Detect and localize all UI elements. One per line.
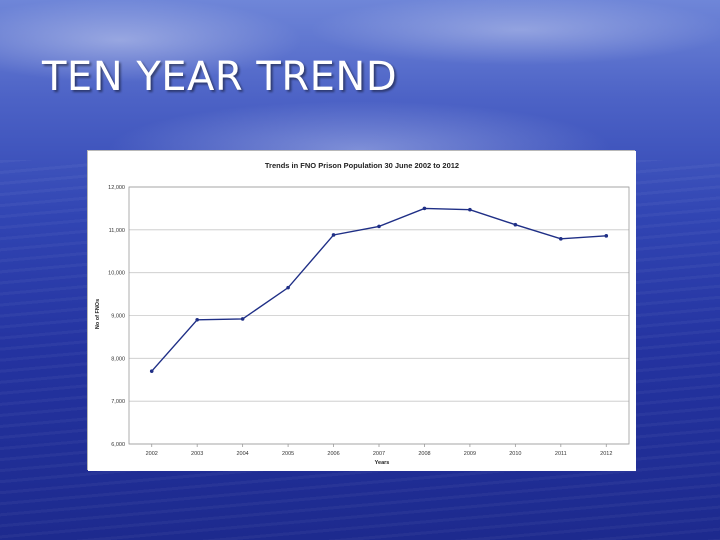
- data-point: [559, 237, 563, 241]
- x-tick-label: 2010: [509, 451, 521, 457]
- data-point: [149, 369, 154, 373]
- data-point: [195, 317, 199, 322]
- y-tick-label: 7,000: [111, 399, 125, 405]
- x-tick-label: 2008: [418, 451, 430, 457]
- data-point: [286, 285, 290, 290]
- x-tick-label: 2007: [373, 451, 385, 457]
- x-tick-label: 2003: [191, 451, 203, 457]
- chart-frame: Trends in FNO Prison Population 30 June …: [87, 150, 636, 471]
- y-tick-label: 10,000: [108, 271, 125, 277]
- y-tick-label: 11,000: [109, 228, 125, 234]
- data-point: [422, 206, 427, 211]
- y-tick-label: 12,000: [108, 185, 125, 191]
- data-point: [513, 222, 518, 227]
- x-tick-label: 2011: [555, 451, 567, 457]
- line-chart: Trends in FNO Prison Population 30 June …: [88, 151, 636, 471]
- data-point: [604, 234, 609, 238]
- axis-layer: 6,000 7,000 8,000 9,000 10,000 11,000 12,000 20…: [108, 185, 630, 457]
- data-point: [468, 207, 472, 212]
- x-tick-label: 2012: [600, 451, 612, 457]
- data-point: [377, 224, 381, 229]
- x-tick-label: 2006: [327, 451, 339, 457]
- slide-title: TEN YEAR TREND: [42, 54, 398, 100]
- x-tick-label: 2004: [237, 451, 249, 457]
- series-layer: [149, 206, 609, 373]
- x-tick-label: 2002: [146, 451, 158, 457]
- y-tick-label: 8,000: [111, 356, 125, 362]
- x-tick-label: 2005: [282, 451, 294, 457]
- data-point: [240, 317, 245, 321]
- x-axis-label: Years: [375, 460, 390, 466]
- data-point: [331, 233, 336, 237]
- y-tick-label: 6,000: [111, 442, 125, 448]
- y-tick-label: 9,000: [111, 314, 125, 320]
- chart-background: [88, 151, 636, 471]
- x-tick-label: 2009: [464, 451, 476, 457]
- y-axis-label: No of FNOs: [95, 299, 101, 329]
- chart-title: Trends in FNO Prison Population 30 June …: [265, 161, 459, 170]
